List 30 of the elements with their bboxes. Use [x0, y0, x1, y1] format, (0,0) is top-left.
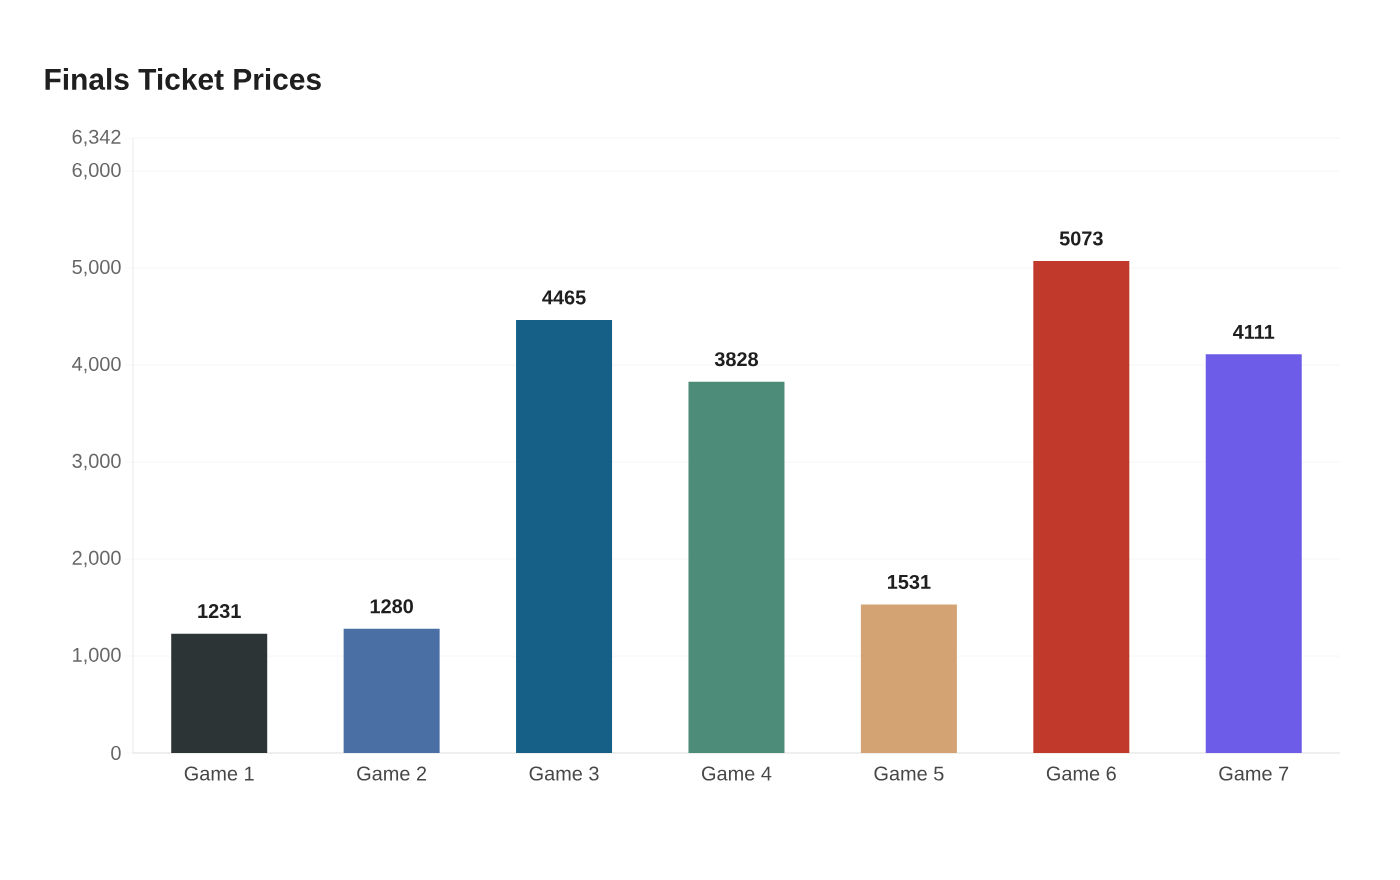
data-label: 3828 — [714, 352, 759, 367]
y-tick-label: 0 — [111, 745, 121, 761]
data-label: 1531 — [887, 574, 931, 590]
bar — [688, 381, 785, 753]
x-tick-label: Game 5 — [874, 766, 944, 781]
x-tick-label: Game 6 — [1046, 766, 1116, 781]
bar — [171, 633, 268, 753]
y-tick-label: 1,000 — [73, 647, 121, 665]
y-tick-label: 6,000 — [72, 162, 121, 180]
bar — [860, 604, 957, 753]
x-tick-label: Game 7 — [1219, 766, 1289, 781]
x-tick-label: Game 3 — [529, 766, 599, 781]
x-tick-label: Game 4 — [702, 766, 772, 781]
y-tick-label: 5,000 — [72, 259, 121, 277]
y-tick-label: 3,000 — [72, 453, 121, 471]
data-label: 1231 — [198, 603, 241, 619]
x-tick-label: Game 1 — [184, 766, 254, 781]
data-label: 5073 — [1059, 231, 1103, 246]
data-label: 4465 — [542, 290, 586, 305]
y-tick-label: 2,000 — [72, 550, 121, 568]
chart-title: Finals Ticket Prices — [45, 68, 321, 90]
data-label: 4111 — [1232, 325, 1275, 339]
y-tick-label: 6,342 — [72, 129, 121, 147]
data-label: 1280 — [370, 599, 413, 614]
y-tick-label: 4,000 — [72, 356, 121, 374]
bar — [343, 628, 440, 753]
bar — [516, 320, 613, 753]
x-tick-label: Game 2 — [357, 766, 427, 781]
bar — [1205, 354, 1302, 753]
bar — [1033, 261, 1130, 753]
